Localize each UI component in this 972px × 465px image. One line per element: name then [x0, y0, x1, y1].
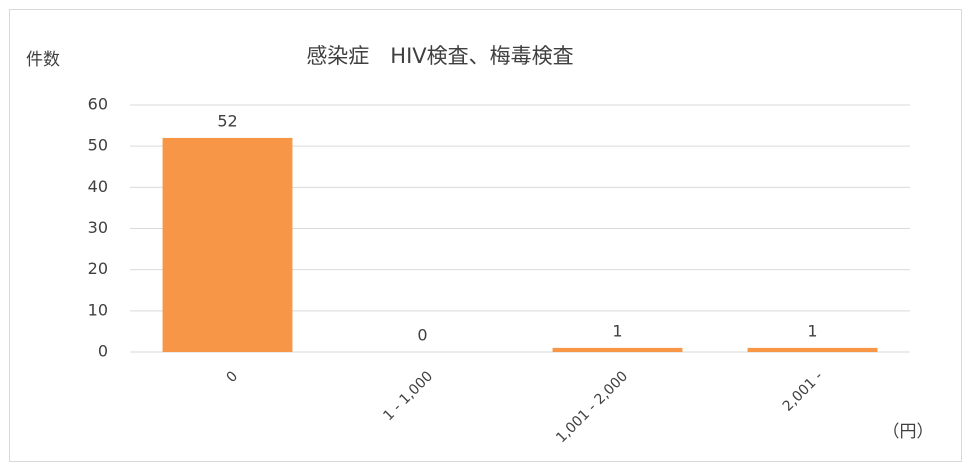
bar [162, 137, 293, 352]
data-label: 1 [612, 321, 622, 340]
y-tick-label: 50 [88, 136, 108, 155]
y-tick-label: 20 [88, 259, 108, 278]
chart-title: 感染症 HIV検査、梅毒検査 [306, 44, 573, 68]
y-tick-label: 60 [88, 95, 108, 114]
chart-frame [9, 9, 962, 462]
bar [747, 347, 878, 352]
data-label: 52 [217, 111, 237, 130]
y-tick-label: 40 [88, 177, 108, 196]
y-tick-label: 30 [88, 218, 108, 237]
data-label: 0 [417, 326, 427, 345]
y-axis-label: 件数 [26, 50, 60, 70]
y-tick-label: 0 [98, 342, 108, 361]
data-label: 1 [807, 321, 817, 340]
x-axis-label: （円） [883, 422, 934, 442]
y-tick-label: 10 [88, 300, 108, 319]
bar [552, 347, 683, 352]
